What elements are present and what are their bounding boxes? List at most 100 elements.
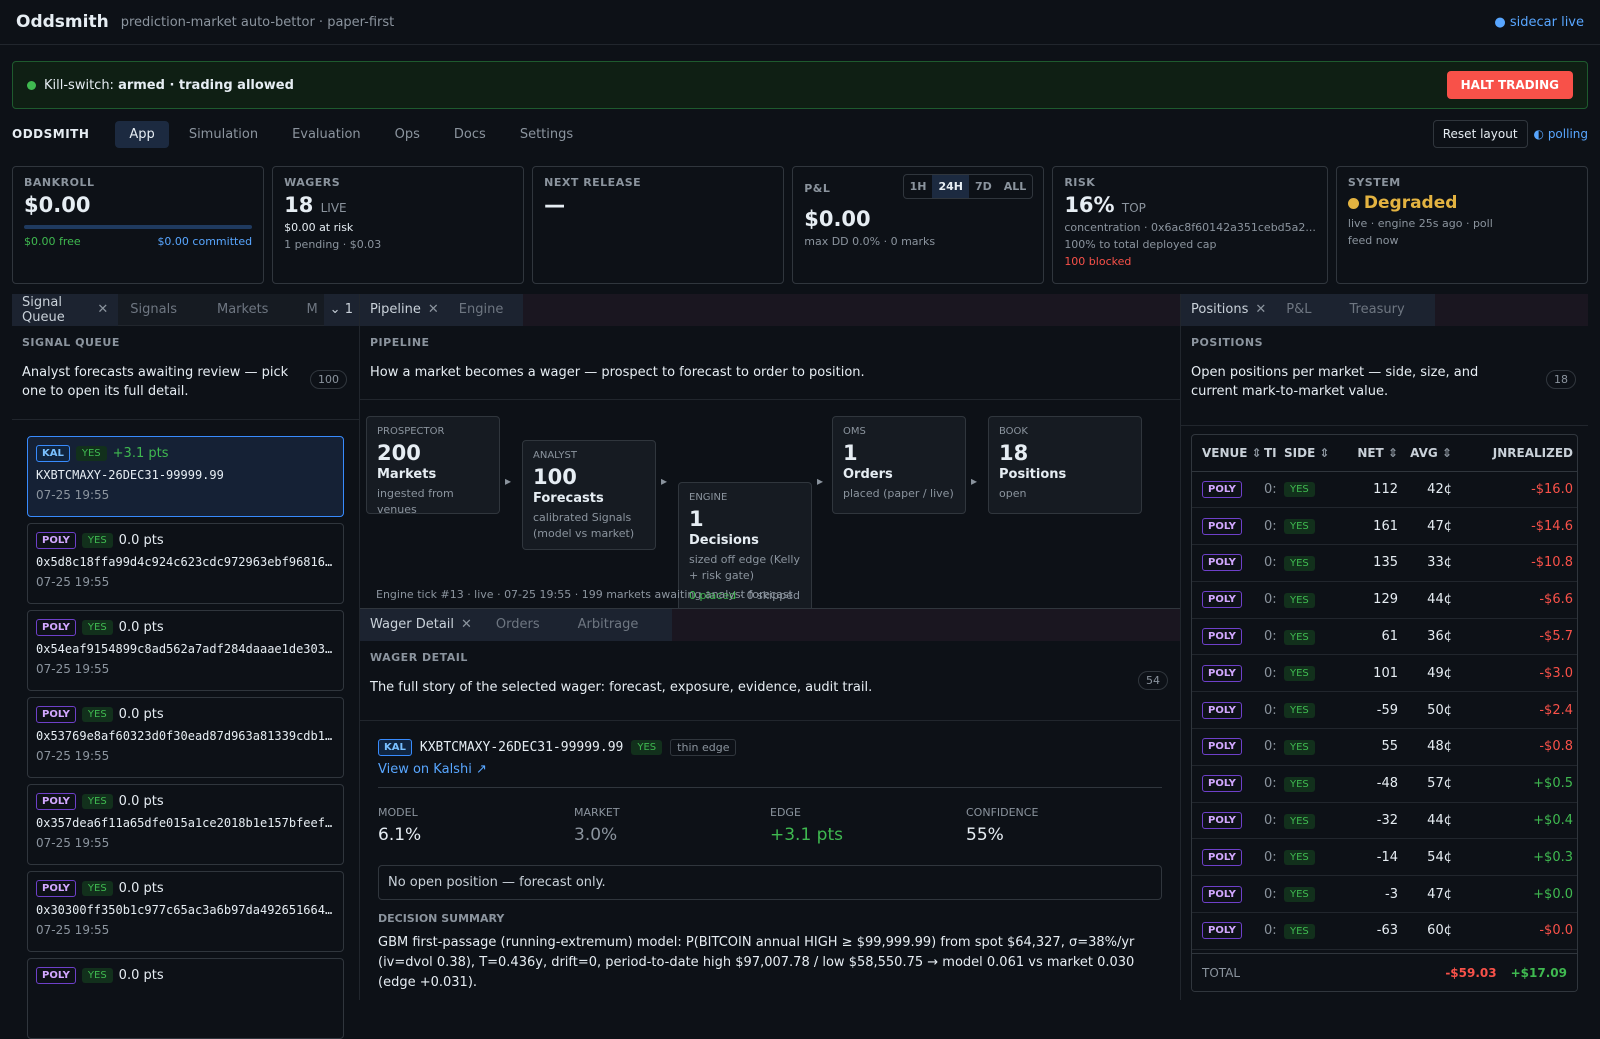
col-venue[interactable]: VENUE ⇕ xyxy=(1192,435,1264,472)
range-7d[interactable]: 7D xyxy=(974,180,992,193)
metric-model: MODEL 6.1% xyxy=(378,806,574,845)
tab-label: Positions xyxy=(1191,302,1249,317)
tab-pnl[interactable]: P&L xyxy=(1276,293,1336,326)
tabbar-filler xyxy=(672,608,1180,641)
venue-badge: POLY xyxy=(36,619,76,636)
metric-value: 3.0% xyxy=(574,825,618,845)
signal-timestamp: 07-25 19:55 xyxy=(36,488,110,502)
sort-icon: ⇕ xyxy=(1441,445,1452,460)
avg-cell: 54¢ xyxy=(1406,838,1460,877)
tab-orders[interactable]: Orders xyxy=(481,608,564,641)
signal-card[interactable]: POLY YES 0.0 pts 0x30300ff350b1c977c65ac3a6… xyxy=(27,871,344,952)
avg-cell: 47¢ xyxy=(1406,875,1460,914)
reset-layout-button[interactable]: Reset layout xyxy=(1432,120,1528,148)
tab-signal-queue[interactable]: Signal Queue ✕ xyxy=(12,293,119,326)
close-icon[interactable]: ✕ xyxy=(1255,302,1267,317)
unrealized-cell: +$0.0 xyxy=(1460,875,1577,914)
tab-markets[interactable]: Markets xyxy=(216,302,269,317)
bankroll-value: $0.00 xyxy=(24,193,91,217)
range-24h[interactable]: 24H xyxy=(932,175,969,198)
unrealized-cell: +$0.3 xyxy=(1460,838,1577,877)
table-row[interactable]: POLY 0: YES -14 54¢ +$0.3 xyxy=(1192,838,1577,877)
venue-badge: POLY xyxy=(1202,517,1242,535)
wager-tabbar: Wager Detail ✕ Orders Arbitrage xyxy=(360,608,1180,641)
card-label: BANKROLL xyxy=(24,176,95,189)
col-unrealized[interactable]: JNREALIZED xyxy=(1460,435,1577,472)
tab-more[interactable]: M xyxy=(306,302,318,317)
wagers-pending: 1 pending · $0.03 xyxy=(284,238,382,251)
signal-timestamp: 07-25 19:55 xyxy=(36,662,110,676)
status-dot-icon xyxy=(27,80,36,90)
table-row[interactable]: POLY 0: YES 161 47¢ -$14.6 xyxy=(1192,507,1577,546)
bankroll-bar xyxy=(24,225,253,229)
pipeline-stage-engine[interactable]: ENGINE 1 Decisions sized off edge (Kelly + … xyxy=(678,482,812,634)
kill-switch-status: armed · trading allowed xyxy=(118,77,294,93)
tab-simulation[interactable]: Simulation xyxy=(188,126,259,142)
view-on-kalshi-link[interactable]: View on Kalshi ↗ xyxy=(378,762,1162,788)
table-row[interactable]: POLY 0: YES 55 48¢ -$0.8 xyxy=(1192,728,1577,766)
net-cell: -3 xyxy=(1346,875,1406,914)
tab-engine[interactable]: Engine xyxy=(448,293,524,326)
close-icon[interactable]: ✕ xyxy=(97,302,109,317)
tab-arbitrage[interactable]: Arbitrage xyxy=(563,608,673,641)
tab-app[interactable]: App xyxy=(115,120,169,148)
pipeline-panel: Pipeline ✕ Engine PIPELINE How a market b… xyxy=(360,293,1180,634)
edge-points: 0.0 pts xyxy=(118,968,164,983)
stage-label: PROSPECTOR xyxy=(377,426,445,437)
tab-docs[interactable]: Docs xyxy=(453,126,486,142)
venue-badge: POLY xyxy=(1202,480,1242,498)
col-ticker[interactable]: TI xyxy=(1264,435,1284,472)
pipeline-stage-book[interactable]: BOOK 18 Positions open xyxy=(988,416,1142,514)
table-row[interactable]: POLY 0: YES 135 33¢ -$10.8 xyxy=(1192,544,1577,582)
signal-card[interactable]: POLY YES 0.0 pts 0x53769e8af60323d0f30ead87… xyxy=(27,697,344,778)
tab-ops[interactable]: Ops xyxy=(394,126,420,142)
net-cell: 55 xyxy=(1346,728,1406,766)
close-icon[interactable]: ✕ xyxy=(427,302,439,317)
table-row[interactable]: POLY 0: YES -3 47¢ +$0.0 xyxy=(1192,875,1577,914)
tab-treasury[interactable]: Treasury xyxy=(1335,293,1435,326)
pnl-value: $0.00 xyxy=(804,207,871,231)
col-side[interactable]: SIDE ⇕ xyxy=(1284,435,1346,472)
signal-card[interactable]: KAL YES +3.1 pts KXBTCMAXY-26DEC31-99999.99… xyxy=(27,436,344,517)
signal-card[interactable]: POLY YES 0.0 pts 0x5d8c18ffa99d4c924c623cdc… xyxy=(27,523,344,604)
pipeline-stage-prospector[interactable]: PROSPECTOR 200 Markets ingested from venues xyxy=(366,416,500,516)
range-1h[interactable]: 1H xyxy=(909,180,927,193)
table-row[interactable]: POLY 0: YES 101 49¢ -$3.0 xyxy=(1192,654,1577,693)
stage-value: 1 xyxy=(689,507,704,531)
side-badge: YES xyxy=(81,881,113,896)
system-line2: feed now xyxy=(1347,234,1399,247)
tab-signals[interactable]: Signals xyxy=(130,302,177,317)
tab-settings[interactable]: Settings xyxy=(519,126,574,142)
col-avg[interactable]: AVG ⇕ xyxy=(1406,435,1460,472)
table-row[interactable]: POLY 0: YES -48 57¢ +$0.5 xyxy=(1192,765,1577,803)
table-row[interactable]: POLY 0: YES 112 42¢ -$16.0 xyxy=(1192,471,1577,509)
overflow-tabs-button[interactable]: ⌄ 1 xyxy=(323,293,359,326)
table-row[interactable]: POLY 0: YES 61 36¢ -$5.7 xyxy=(1192,618,1577,656)
stage-desc: placed (paper / live) xyxy=(843,487,954,500)
tab-positions[interactable]: Positions ✕ xyxy=(1181,293,1277,326)
tab-evaluation[interactable]: Evaluation xyxy=(292,126,361,142)
signal-card[interactable]: POLY YES 0.0 pts xyxy=(27,958,344,1039)
tab-pipeline[interactable]: Pipeline ✕ xyxy=(360,293,449,326)
table-row[interactable]: POLY 0: YES -63 60¢ -$0.0 xyxy=(1192,912,1577,950)
col-net[interactable]: NET ⇕ xyxy=(1346,435,1406,472)
close-icon[interactable]: ✕ xyxy=(461,617,472,632)
placed-count: 0 placed xyxy=(689,589,737,602)
signal-card[interactable]: POLY YES 0.0 pts 0x357dea6f11a65dfe015a1ce2… xyxy=(27,784,344,865)
pipeline-stage-analyst[interactable]: ANALYST 100 Forecasts calibrated Signals (m… xyxy=(522,440,656,550)
pnl-range-selector: 1H 24H 7D ALL xyxy=(902,174,1034,199)
halt-trading-button[interactable]: HALT TRADING xyxy=(1446,71,1573,99)
venue-cell: POLY xyxy=(1192,765,1264,803)
range-all[interactable]: ALL xyxy=(1003,180,1027,193)
metric-label: MARKET xyxy=(574,806,620,819)
venue-badge: POLY xyxy=(1202,701,1242,719)
pipeline-stage-oms[interactable]: OMS 1 Orders placed (paper / live) xyxy=(832,416,966,514)
tab-wager-detail[interactable]: Wager Detail ✕ xyxy=(360,608,482,641)
table-row[interactable]: POLY 0: YES -59 50¢ -$2.4 xyxy=(1192,691,1577,730)
card-label: P&L xyxy=(804,182,831,195)
net-cell: 61 xyxy=(1346,618,1406,656)
sidecar-status[interactable]: ● sidecar live xyxy=(1494,14,1584,30)
signal-card[interactable]: POLY YES 0.0 pts 0x54eaf9154899c8ad562a7adf… xyxy=(27,610,344,691)
table-row[interactable]: POLY 0: YES -32 44¢ +$0.4 xyxy=(1192,802,1577,840)
table-row[interactable]: POLY 0: YES 129 44¢ -$6.6 xyxy=(1192,581,1577,619)
